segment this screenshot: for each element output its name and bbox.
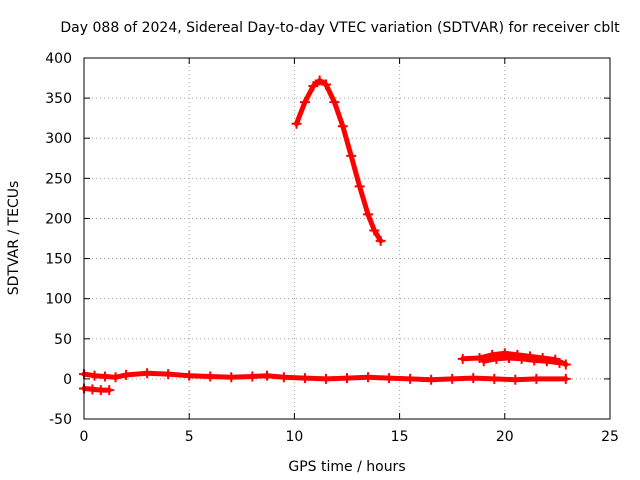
data-series — [79, 75, 571, 396]
data-point — [560, 373, 571, 384]
axis-ticks: 0 5 10 15 20 25 -50 0 50 100 150 200 250 300 350 400 — [45, 51, 619, 445]
x-tick-label: 0 — [80, 429, 89, 445]
chart-title: Day 088 of 2024, Sidereal Day-to-day VTE… — [60, 20, 620, 36]
data-point — [308, 81, 319, 92]
data-point — [541, 356, 552, 367]
data-point — [142, 368, 153, 379]
grid — [84, 58, 610, 419]
data-point — [369, 225, 380, 236]
data-point — [354, 181, 365, 192]
data-point — [363, 372, 374, 383]
data-point — [278, 372, 289, 383]
data-point — [346, 150, 357, 161]
data-point — [529, 355, 540, 366]
data-point — [247, 371, 258, 382]
data-point — [121, 369, 132, 380]
y-tick-label: 350 — [45, 91, 72, 107]
y-tick-label: 100 — [45, 292, 72, 308]
data-point — [163, 369, 174, 380]
data-point — [510, 374, 521, 385]
y-tick-label: 50 — [54, 332, 72, 348]
y-tick-label: 200 — [45, 211, 72, 227]
data-point — [342, 373, 352, 384]
x-tick-label: 5 — [185, 429, 194, 445]
y-tick-label: -50 — [49, 412, 72, 428]
data-point — [554, 357, 565, 368]
data-point — [504, 353, 515, 364]
y-tick-label: 300 — [45, 131, 72, 147]
data-point — [426, 374, 437, 385]
data-point — [226, 372, 237, 383]
data-point — [95, 385, 106, 396]
data-point — [468, 373, 479, 384]
data-point — [478, 356, 489, 367]
data-point — [262, 370, 273, 381]
x-tick-label: 10 — [285, 429, 303, 445]
data-point — [363, 209, 374, 220]
data-point — [516, 353, 527, 364]
x-tick-label: 25 — [601, 429, 619, 445]
data-point — [337, 121, 348, 132]
data-point — [320, 373, 331, 384]
y-tick-label: 0 — [63, 372, 72, 388]
data-point — [447, 373, 458, 384]
y-axis-label: SDTVAR / TECUs — [6, 181, 22, 296]
data-point — [375, 235, 386, 246]
data-point — [320, 79, 331, 90]
x-tick-label: 15 — [391, 429, 409, 445]
y-tick-label: 150 — [45, 252, 72, 268]
data-point — [87, 384, 98, 395]
series-arc-1-line — [294, 78, 384, 244]
data-point — [457, 353, 468, 364]
data-point — [560, 359, 571, 370]
data-point — [291, 118, 302, 129]
data-point — [100, 371, 111, 382]
data-point — [329, 97, 340, 108]
data-point — [491, 353, 502, 364]
data-point — [110, 372, 121, 383]
data-point — [89, 370, 100, 381]
data-point — [531, 373, 542, 384]
y-tick-label: 250 — [45, 171, 72, 187]
data-point — [299, 373, 310, 384]
data-point — [405, 373, 416, 384]
data-point — [205, 371, 216, 382]
data-point — [104, 385, 115, 396]
x-axis-label: GPS time / hours — [288, 459, 405, 475]
data-point — [489, 373, 500, 384]
data-point — [299, 97, 310, 108]
plot-frame — [83, 57, 611, 420]
data-point — [314, 75, 325, 86]
y-tick-label: 400 — [45, 51, 72, 67]
data-point — [184, 370, 195, 381]
x-tick-label: 20 — [496, 429, 514, 445]
data-point — [384, 373, 395, 384]
